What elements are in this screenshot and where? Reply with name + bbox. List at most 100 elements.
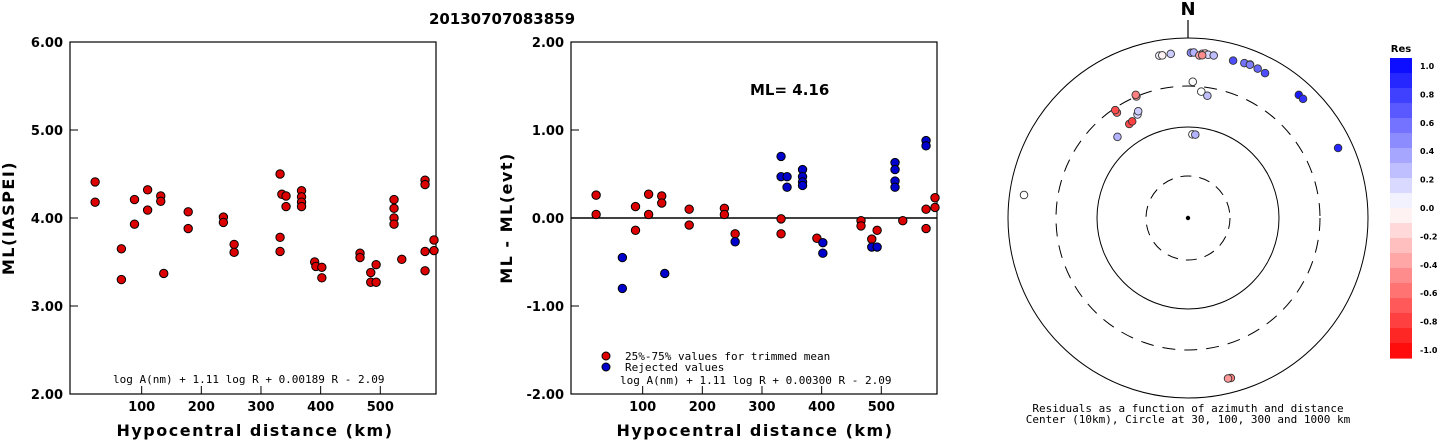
x-tick-label: 100 (128, 400, 155, 415)
data-point (921, 141, 931, 151)
station-point (1133, 106, 1143, 116)
formula-label: log A(nm) + 1.11 log R + 0.00189 R - 2.0… (113, 373, 385, 386)
y-tick-label: 0.00 (532, 212, 564, 227)
station-point (1113, 132, 1122, 142)
x-tick-label: 500 (868, 400, 895, 415)
colorbar-cell (1390, 148, 1412, 164)
data-point (797, 180, 808, 191)
colorbar-cell (1390, 298, 1412, 314)
station-point (1223, 374, 1233, 383)
colorbar-tick-label: -0.4 (1420, 261, 1437, 270)
data-point (684, 204, 694, 214)
x-tick-label: 200 (188, 400, 215, 415)
colorbar-cell (1390, 313, 1412, 329)
data-point (355, 252, 365, 263)
station-point (1245, 60, 1255, 70)
colorbar-cell (1390, 103, 1412, 119)
station-point (1127, 117, 1137, 126)
data-point (229, 247, 239, 258)
data-point (116, 244, 127, 254)
data-point (617, 283, 628, 294)
colorbar-tick-label: -1.0 (1420, 346, 1437, 355)
data-point (643, 209, 654, 220)
data-point (281, 201, 291, 212)
colorbar-cell (1390, 208, 1412, 224)
legend-label-rejected: Rejected values (625, 361, 724, 374)
y-tick-label: -2.00 (527, 388, 564, 403)
colorbar-tick-label: 0.4 (1420, 147, 1435, 156)
colorbar-cell (1390, 328, 1412, 344)
data-point (930, 193, 940, 203)
data-point (389, 194, 399, 205)
y-tick-label: 5.00 (31, 124, 63, 139)
data-point (867, 234, 877, 244)
station-point (1188, 77, 1198, 87)
data-point (818, 237, 828, 248)
station-point (1298, 94, 1308, 104)
caption-line1: Residuals as a function of azimuth and d… (1032, 402, 1343, 415)
panel-magnitude: 2.00 3.00 4.00 5.00 6.00 100 200 300 400 500 log… (0, 36, 439, 440)
y-axis-ticks: -2.00 -1.00 0.00 1.00 2.00 (527, 36, 579, 403)
colorbar-cell (1390, 163, 1412, 179)
colorbar-cell (1390, 58, 1412, 74)
range-circle-30km (1145, 175, 1231, 261)
data-point (142, 185, 153, 195)
data-point (183, 223, 193, 234)
colorbar-ticks: 1.0 0.8 0.6 0.4 0.2 0.0 -0.2 -0.4 -0.6 -0.8 -1.0 (1420, 62, 1437, 355)
range-circle-1000km (1007, 37, 1369, 399)
x-axis-ticks: 100 200 300 400 500 (128, 386, 394, 415)
y-tick-label: 2.00 (532, 36, 564, 51)
station-point (1157, 51, 1167, 60)
data-point (684, 220, 694, 230)
colorbar-cell (1390, 118, 1412, 134)
data-point (389, 219, 399, 229)
data-point (142, 205, 153, 215)
data-point (898, 215, 908, 226)
data-point (317, 273, 327, 283)
y-axis-ticks: 2.00 3.00 4.00 5.00 6.00 (31, 36, 78, 403)
colorbar-tick-label: 0.0 (1420, 204, 1435, 213)
legend-marker-trimmed (601, 351, 611, 361)
x-tick-label: 100 (629, 400, 656, 415)
colorbar-cell (1390, 193, 1412, 209)
station-point (1253, 64, 1262, 73)
x-tick-label: 500 (367, 400, 394, 415)
data-point (591, 209, 601, 220)
colorbar-cell (1390, 178, 1412, 194)
y-tick-label: 6.00 (31, 36, 63, 51)
formula-label: log A(nm) + 1.11 log R + 0.00300 R - 2.0… (620, 374, 892, 387)
colorbar-cell (1390, 268, 1412, 284)
station-point (1197, 51, 1207, 60)
colorbar-tick-label: -0.6 (1420, 289, 1437, 298)
colorbar-title: Res (1391, 44, 1411, 55)
data-point (429, 245, 439, 256)
panel-azimuth-map: N Residuals as a function of azimuth and… (1007, 0, 1369, 426)
data-point (371, 277, 381, 287)
legend-label-trimmed: 25%-75% values for trimmed mean (625, 350, 830, 363)
data-point (657, 198, 667, 208)
range-circle-100km (1096, 126, 1280, 310)
data-point (420, 179, 430, 190)
data-point (229, 239, 239, 250)
data-point (782, 171, 792, 182)
colorbar-tick-label: 0.6 (1420, 119, 1435, 128)
data-point (872, 242, 882, 252)
epicenter-marker (1185, 215, 1191, 221)
legend-marker-rejected (601, 362, 611, 372)
data-points (591, 135, 940, 294)
data-point (218, 217, 229, 228)
data-point (366, 267, 376, 278)
data-point (129, 194, 140, 205)
colorbar-tick-label: -0.2 (1420, 232, 1437, 241)
colorbar-cells (1390, 58, 1412, 359)
x-tick-label: 400 (808, 400, 835, 415)
data-points (90, 169, 439, 287)
data-point (429, 235, 439, 245)
station-point (1191, 130, 1200, 139)
x-tick-label: 300 (247, 400, 274, 415)
caption-line2: Center (10km), Circle at 30, 100, 300 an… (1026, 413, 1351, 426)
data-point (776, 214, 786, 224)
data-point (818, 248, 828, 258)
x-axis-ticks: 100 200 300 400 500 (629, 386, 895, 415)
data-point (275, 169, 285, 179)
